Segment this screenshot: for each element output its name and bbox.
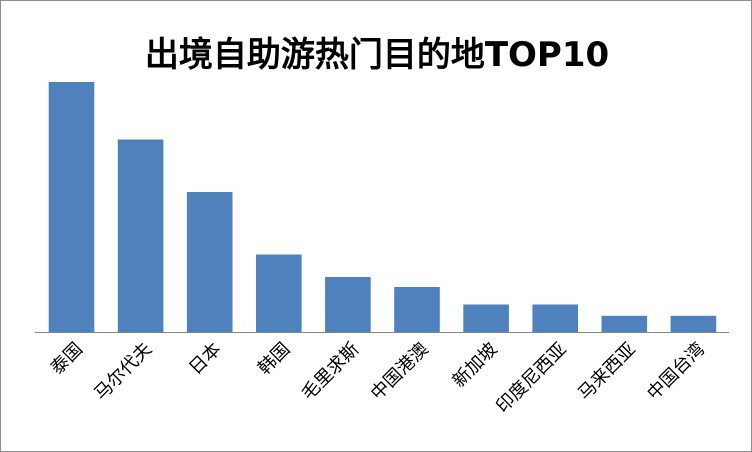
bar-3	[186, 192, 233, 332]
bar-8	[532, 304, 578, 332]
bar-7	[463, 304, 509, 332]
category-label-9: 马来西亚	[574, 339, 640, 405]
category-label-7: 新加坡	[449, 339, 502, 392]
category-label-5: 毛里求斯	[298, 339, 364, 405]
category-label-8: 印度尼西亚	[492, 339, 570, 417]
category-label-10: 中国台湾	[643, 339, 709, 405]
category-label-6: 中国港澳	[367, 339, 433, 405]
chart-title: 出境自助游热门目的地TOP10	[144, 35, 610, 75]
bar-1	[48, 82, 95, 332]
bar-6	[394, 287, 440, 332]
bar-2	[117, 139, 164, 332]
category-label-3: 日本	[185, 339, 225, 379]
bar-9	[601, 315, 648, 333]
category-label-2: 马尔代夫	[90, 339, 156, 405]
bar-4	[256, 254, 302, 332]
category-label-4: 韩国	[254, 339, 294, 379]
bar-5	[325, 277, 371, 332]
category-label-1: 泰国	[47, 339, 87, 379]
bar-10	[670, 315, 717, 333]
